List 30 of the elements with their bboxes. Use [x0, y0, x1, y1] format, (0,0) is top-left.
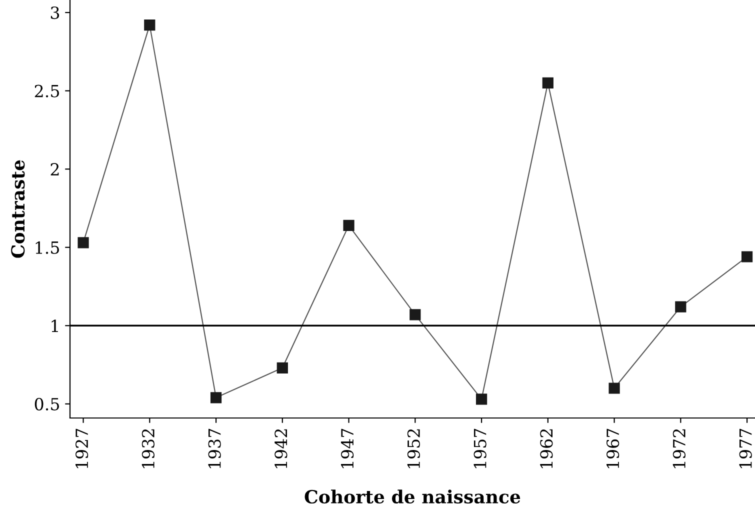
- x-tick-label: 1947: [341, 428, 354, 468]
- y-tick-label: 0.5: [34, 398, 59, 410]
- point: [410, 309, 421, 320]
- x-tick-label: 1927: [76, 428, 88, 468]
- x-tick-label: 1937: [208, 428, 221, 468]
- y-tick-label: 1.5: [36, 241, 59, 254]
- point: [476, 394, 488, 405]
- point: [741, 251, 753, 262]
- point: [78, 237, 89, 248]
- x-tick-label: 1952: [407, 429, 420, 468]
- y-tick-label: 2: [50, 163, 59, 176]
- point: [608, 382, 620, 394]
- point: [675, 301, 686, 312]
- y-tick-label: 1: [52, 320, 58, 332]
- y-axis-title: Contraste: [11, 160, 25, 258]
- x-tick-label: 1932: [142, 429, 154, 468]
- x-tick-label: 1967: [606, 428, 620, 468]
- x-axis-title: Cohorte de naissance: [304, 490, 520, 504]
- point: [144, 19, 156, 31]
- x-tick-label: 1942: [274, 429, 288, 468]
- point: [210, 392, 222, 404]
- point: [542, 77, 554, 89]
- y-tick-label: 3: [50, 6, 60, 20]
- x-tick-label: 1962: [540, 429, 553, 468]
- x-tick-label: 1977: [739, 428, 752, 468]
- x-tick-label: 1972: [672, 429, 686, 468]
- y-tick-label: 2.5: [34, 84, 59, 98]
- point: [276, 362, 288, 374]
- point: [343, 220, 354, 231]
- x-tick-label: 1957: [474, 428, 486, 468]
